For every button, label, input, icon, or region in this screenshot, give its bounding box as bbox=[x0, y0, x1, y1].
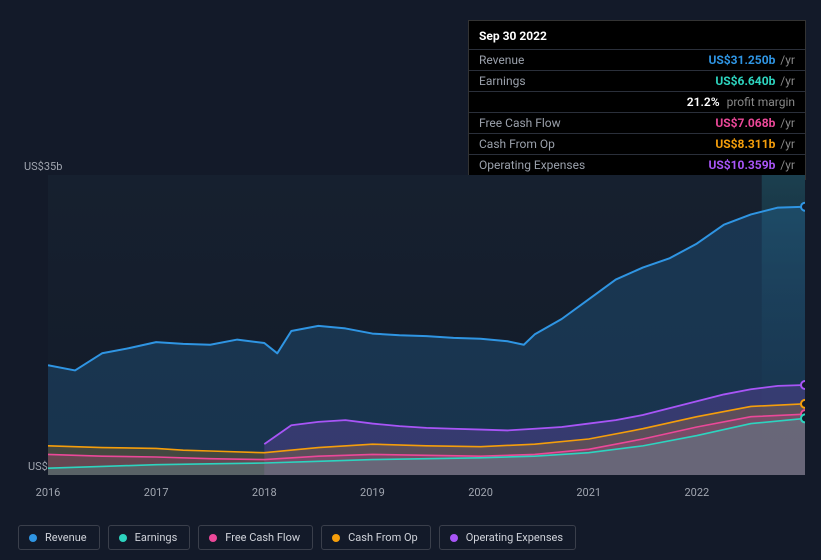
xaxis-tick: 2020 bbox=[468, 486, 493, 499]
legend-label: Free Cash Flow bbox=[225, 531, 300, 544]
tooltip-row-value: US$7.068b /yr bbox=[715, 116, 795, 130]
tooltip-row-label: Cash From Op bbox=[479, 137, 555, 151]
legend-item[interactable]: Cash From Op bbox=[321, 525, 431, 550]
legend-item[interactable]: Free Cash Flow bbox=[198, 525, 313, 550]
tooltip-row-value: US$6.640b /yr bbox=[715, 74, 795, 88]
legend-swatch-icon bbox=[119, 534, 127, 542]
xaxis-tick: 2021 bbox=[576, 486, 601, 499]
tooltip-row: Earnings US$6.640b /yr bbox=[469, 71, 805, 92]
legend-swatch-icon bbox=[332, 534, 340, 542]
yaxis-max-label: US$35b bbox=[24, 160, 62, 173]
xaxis-tick: 2016 bbox=[36, 486, 61, 499]
tooltip-row: Free Cash Flow US$7.068b /yr bbox=[469, 113, 805, 134]
xaxis-tick: 2022 bbox=[684, 486, 709, 499]
tooltip-row-label: Earnings bbox=[479, 74, 526, 88]
legend-item[interactable]: Revenue bbox=[18, 525, 100, 550]
xaxis-tick: 2019 bbox=[360, 486, 385, 499]
tooltip-row-profit-margin: 21.2% profit margin bbox=[469, 92, 805, 113]
xaxis-tick: 2017 bbox=[144, 486, 169, 499]
tooltip-date: Sep 30 2022 bbox=[469, 25, 805, 50]
legend-label: Revenue bbox=[45, 531, 87, 544]
tooltip-row: Revenue US$31.250b /yr bbox=[469, 50, 805, 71]
xaxis-tick: 2018 bbox=[252, 486, 277, 499]
data-tooltip: Sep 30 2022 Revenue US$31.250b /yr Earning… bbox=[468, 20, 806, 180]
xaxis: 2016201720182019202020212022 bbox=[48, 480, 805, 500]
financial-area-chart: US$35b US$0 2016201720182019202020212022 bbox=[18, 160, 805, 515]
legend-swatch-icon bbox=[29, 534, 37, 542]
chart-plot-area[interactable] bbox=[48, 175, 805, 475]
tooltip-row-label: Free Cash Flow bbox=[479, 116, 561, 130]
legend-label: Operating Expenses bbox=[466, 531, 563, 544]
legend-label: Earnings bbox=[135, 531, 178, 544]
legend-item[interactable]: Earnings bbox=[108, 525, 191, 550]
chart-legend: Revenue Earnings Free Cash Flow Cash From O… bbox=[18, 525, 576, 550]
legend-label: Cash From Op bbox=[348, 531, 418, 544]
tooltip-row-value: US$31.250b /yr bbox=[708, 53, 795, 67]
legend-item[interactable]: Operating Expenses bbox=[439, 525, 576, 550]
tooltip-row: Cash From Op US$8.311b /yr bbox=[469, 134, 805, 155]
legend-swatch-icon bbox=[450, 534, 458, 542]
tooltip-row-label: Revenue bbox=[479, 53, 524, 67]
legend-swatch-icon bbox=[209, 534, 217, 542]
tooltip-row-value: US$8.311b /yr bbox=[715, 137, 795, 151]
